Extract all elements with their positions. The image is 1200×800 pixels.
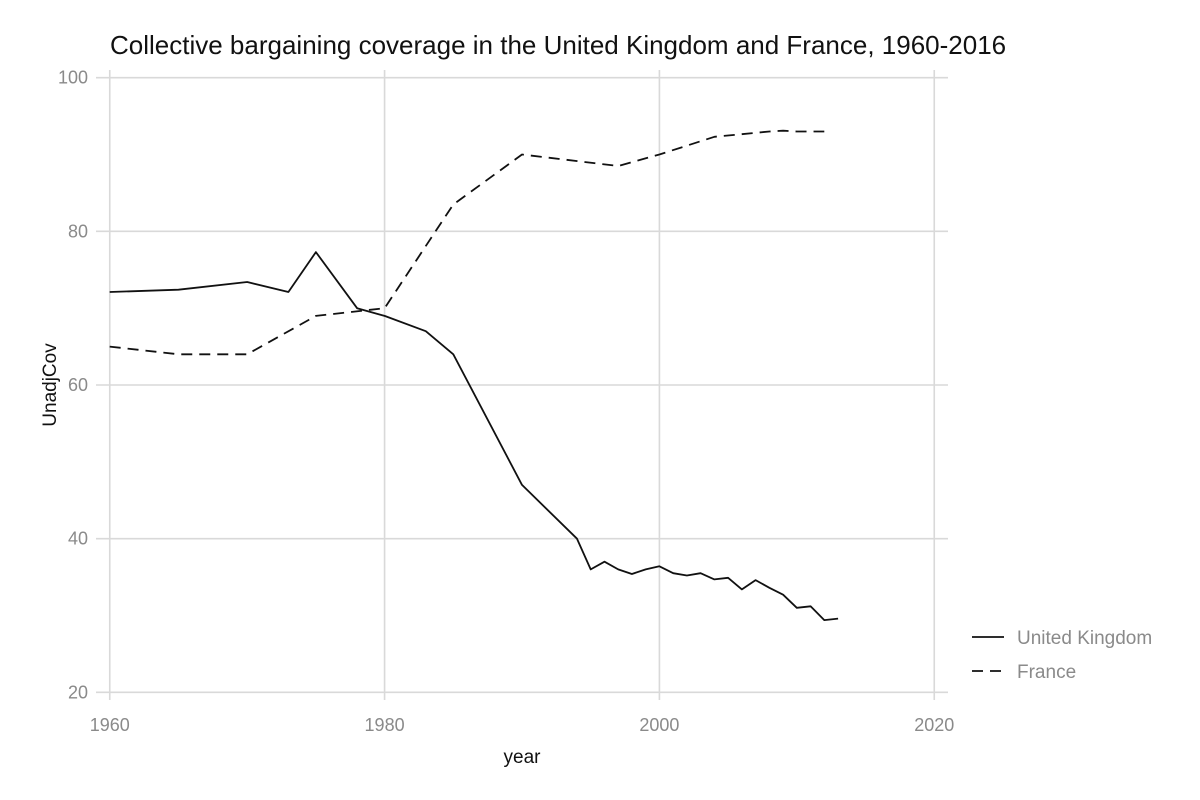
grid-layer bbox=[96, 70, 948, 700]
legend-label-france: France bbox=[1017, 662, 1076, 683]
chart-title: Collective bargaining coverage in the Un… bbox=[110, 30, 1007, 60]
y-tick-label: 80 bbox=[68, 221, 88, 241]
legend-label-united-kingdom: United Kingdom bbox=[1017, 628, 1152, 649]
series-line-france bbox=[109, 129, 825, 356]
y-tick-label: 60 bbox=[68, 375, 88, 395]
series-line-united-kingdom bbox=[109, 251, 839, 621]
x-axis-title: year bbox=[504, 747, 542, 768]
legend: United Kingdom France bbox=[972, 628, 1152, 683]
y-tick-label: 100 bbox=[58, 68, 88, 88]
y-axis-title: UnadjCov bbox=[40, 343, 61, 427]
y-tick-label: 20 bbox=[68, 682, 88, 702]
y-tick-label: 40 bbox=[68, 529, 88, 549]
x-tick-label: 2020 bbox=[914, 715, 954, 735]
x-tick-label: 1980 bbox=[365, 715, 405, 735]
series-layer bbox=[109, 129, 839, 621]
tick-layer: 20 40 60 80 100 1960 1980 2000 2020 bbox=[58, 68, 954, 735]
x-tick-label: 1960 bbox=[90, 715, 130, 735]
x-tick-label: 2000 bbox=[639, 715, 679, 735]
